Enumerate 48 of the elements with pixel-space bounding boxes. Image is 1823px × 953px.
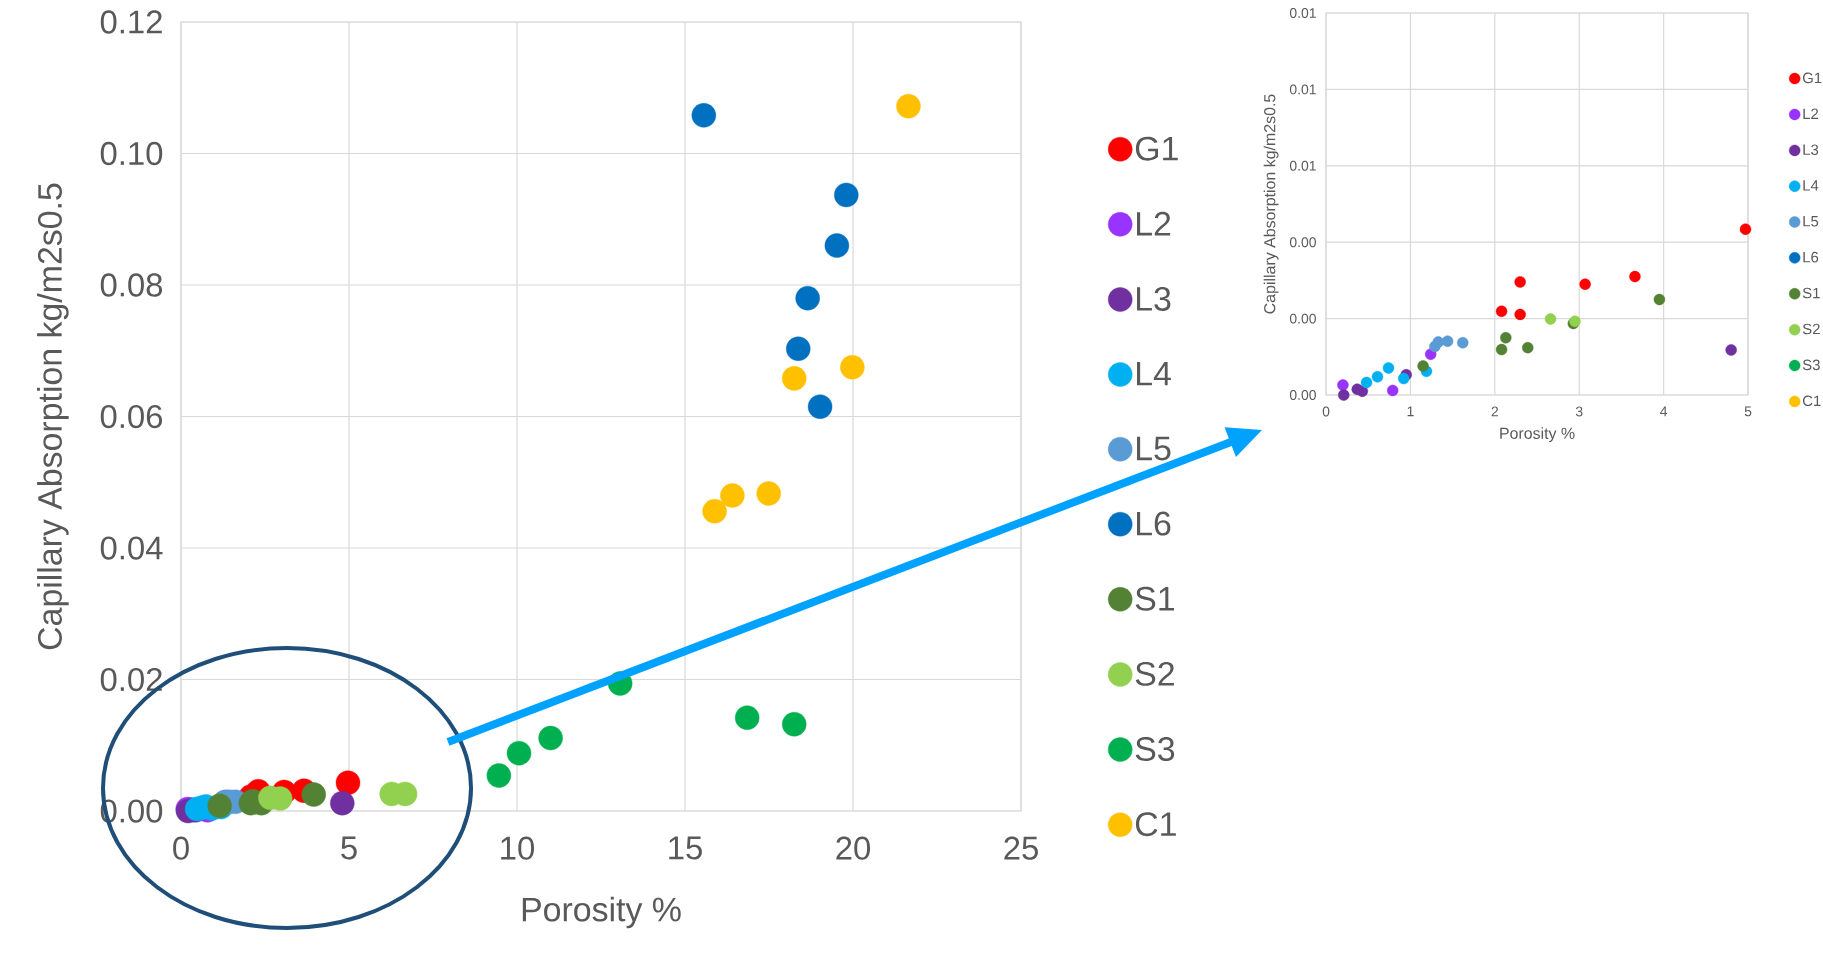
legend-label: L6 bbox=[1136, 511, 1171, 536]
y-tick-label: 0.00 bbox=[1289, 237, 1316, 248]
y-tick-label: 0.10 bbox=[100, 141, 163, 166]
legend-label: L2 bbox=[1136, 211, 1171, 236]
y-tick-label: 0.04 bbox=[100, 536, 163, 560]
legend-label: L4 bbox=[1136, 362, 1171, 386]
y-axis-title: Capillary Absorption kg/m2s0.5 bbox=[1263, 94, 1279, 314]
legend-label: S1 bbox=[1802, 287, 1820, 299]
x-tick-label: 0 bbox=[173, 836, 189, 860]
y-tick-label: 0.00 bbox=[1289, 313, 1316, 324]
legend-label: L5 bbox=[1136, 436, 1171, 461]
x-axis-title: Porosity % bbox=[1500, 427, 1575, 443]
legend-label: S3 bbox=[1135, 737, 1175, 761]
y-tick-label: 0.08 bbox=[100, 273, 163, 297]
legend-label: L2 bbox=[1803, 108, 1819, 119]
y-tick-label: 0.06 bbox=[100, 404, 163, 429]
x-tick-label: 25 bbox=[1004, 836, 1038, 860]
legend-label: L4 bbox=[1803, 180, 1819, 191]
x-tick-label: 5 bbox=[1744, 406, 1752, 417]
legend-label: G1 bbox=[1135, 136, 1178, 161]
x-tick-label: 4 bbox=[1660, 406, 1668, 417]
legend-label: L3 bbox=[1136, 286, 1171, 311]
x-tick-label: 5 bbox=[341, 836, 357, 860]
x-tick-label: 20 bbox=[836, 836, 871, 860]
legend-label: L6 bbox=[1803, 251, 1819, 263]
x-tick-label: 10 bbox=[501, 836, 534, 860]
y-axis-title: Capillary Absorption kg/m2s0.5 bbox=[37, 183, 69, 650]
x-tick-label: 15 bbox=[669, 836, 702, 860]
y-tick-label: 0.00 bbox=[1289, 390, 1316, 400]
y-tick-label: 0.01 bbox=[1289, 8, 1316, 18]
legend-label: S2 bbox=[1135, 661, 1174, 686]
legend-label: S3 bbox=[1802, 359, 1820, 371]
legend-label: S1 bbox=[1135, 586, 1174, 611]
x-tick-label: 0 bbox=[1322, 406, 1330, 417]
x-tick-label: 3 bbox=[1575, 406, 1583, 417]
legend-label: C1 bbox=[1802, 395, 1821, 407]
x-axis-title: Porosity % bbox=[522, 896, 681, 929]
y-tick-label: 0.12 bbox=[100, 10, 162, 34]
y-tick-label: 0.01 bbox=[1289, 84, 1316, 95]
y-tick-label: 0.01 bbox=[1289, 160, 1316, 171]
legend-label: L3 bbox=[1803, 144, 1819, 155]
y-tick-label: 0.02 bbox=[100, 667, 162, 692]
legend-label: L5 bbox=[1803, 216, 1819, 227]
legend-label: G1 bbox=[1802, 72, 1822, 84]
legend-label: C1 bbox=[1135, 812, 1176, 837]
x-tick-label: 2 bbox=[1491, 406, 1499, 417]
x-tick-label: 1 bbox=[1407, 406, 1414, 417]
legend-label: S2 bbox=[1802, 323, 1820, 335]
